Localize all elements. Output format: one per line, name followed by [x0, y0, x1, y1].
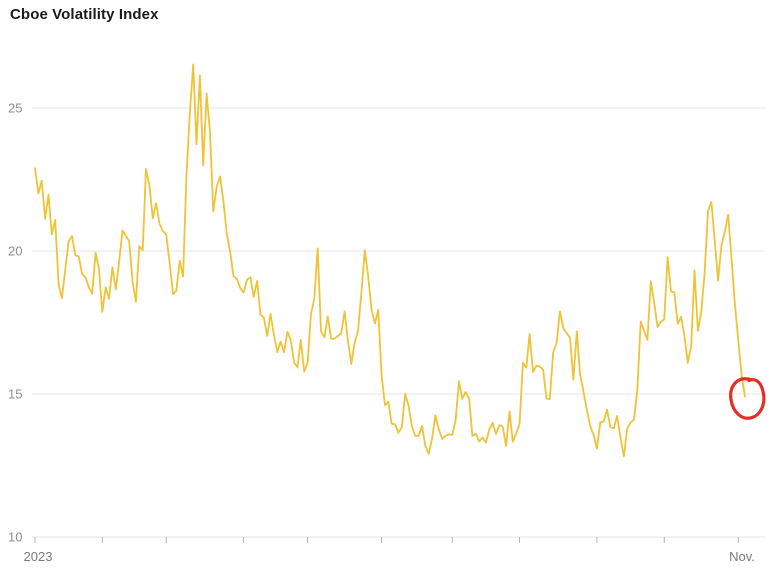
x-axis-label-end: Nov.	[729, 549, 755, 564]
x-axis-label-start: 2023	[24, 549, 53, 564]
y-axis-label-15: 15	[8, 387, 22, 402]
vix-line-series	[34, 63, 746, 458]
y-axis-label-20: 20	[8, 244, 22, 259]
y-axis-label-25: 25	[8, 101, 22, 116]
y-axis-label-10: 10	[8, 530, 22, 545]
chart-title: Cboe Volatility Index	[10, 6, 159, 23]
red-circle-annotation	[729, 377, 766, 420]
